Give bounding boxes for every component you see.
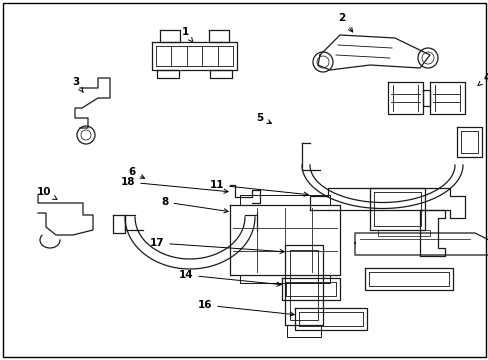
Text: 12: 12 [0, 359, 1, 360]
Text: 6: 6 [128, 167, 144, 178]
Text: 15: 15 [0, 359, 1, 360]
Text: 14: 14 [178, 270, 281, 286]
Text: 7: 7 [0, 359, 1, 360]
Text: 5: 5 [256, 113, 271, 123]
Text: 16: 16 [197, 300, 294, 316]
Text: 2: 2 [338, 13, 352, 32]
Text: 1: 1 [181, 27, 192, 42]
Text: 13: 13 [0, 359, 1, 360]
Text: 8: 8 [161, 197, 228, 213]
Text: 10: 10 [37, 187, 57, 199]
Text: 4: 4 [477, 73, 488, 86]
Text: 11: 11 [209, 180, 307, 196]
Text: 18: 18 [121, 177, 228, 193]
Text: 17: 17 [149, 238, 284, 253]
Text: 9: 9 [0, 359, 1, 360]
Text: 3: 3 [72, 77, 83, 92]
